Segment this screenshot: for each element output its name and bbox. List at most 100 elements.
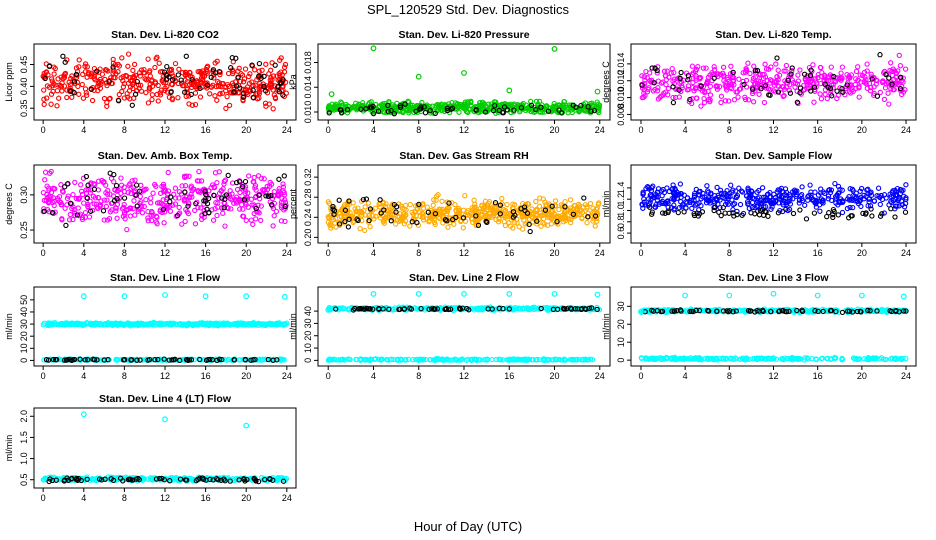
data-point bbox=[670, 84, 676, 90]
data-point bbox=[233, 83, 240, 89]
data-point bbox=[796, 200, 802, 206]
data-point bbox=[727, 71, 734, 77]
outlier-point bbox=[243, 293, 250, 300]
data-point bbox=[681, 209, 687, 215]
data-point bbox=[368, 104, 375, 111]
data-point bbox=[756, 91, 762, 97]
data-point bbox=[160, 206, 167, 213]
data-point bbox=[214, 58, 220, 64]
data-point bbox=[261, 83, 267, 90]
data-point bbox=[402, 101, 408, 107]
data-point bbox=[393, 221, 399, 227]
data-point bbox=[78, 188, 85, 194]
data-point bbox=[789, 68, 795, 74]
data-point bbox=[499, 195, 505, 202]
x-tick-label: 8 bbox=[416, 371, 421, 381]
data-point bbox=[807, 72, 814, 79]
data-point bbox=[271, 213, 277, 219]
data-point bbox=[260, 187, 266, 193]
data-point bbox=[824, 77, 830, 83]
data-point bbox=[767, 77, 774, 83]
data-point bbox=[754, 67, 761, 74]
data-point bbox=[363, 106, 369, 112]
data-point bbox=[810, 62, 816, 68]
x-tick-label: 8 bbox=[416, 125, 421, 135]
data-point bbox=[49, 78, 55, 84]
data-point bbox=[55, 195, 61, 201]
data-point bbox=[113, 182, 120, 189]
data-point bbox=[237, 206, 243, 212]
data-point bbox=[76, 57, 82, 63]
data-point bbox=[123, 207, 130, 214]
data-point bbox=[214, 212, 220, 219]
data-point bbox=[170, 202, 176, 208]
data-point bbox=[270, 106, 276, 112]
y-tick-label: 40 bbox=[303, 306, 313, 316]
data-point bbox=[709, 70, 715, 76]
outlier-point bbox=[415, 73, 422, 80]
panel-title: Stan. Dev. Li-820 CO2 bbox=[111, 29, 219, 41]
data-point bbox=[492, 102, 498, 109]
data-point bbox=[465, 109, 471, 116]
data-point bbox=[572, 107, 578, 113]
plot-frame bbox=[630, 286, 917, 367]
data-point bbox=[123, 72, 129, 79]
data-point bbox=[684, 87, 691, 93]
data-point bbox=[225, 70, 232, 77]
y-tick-label: 0.45 bbox=[19, 56, 29, 74]
data-point bbox=[169, 77, 176, 83]
data-point bbox=[52, 209, 58, 215]
data-point bbox=[219, 84, 225, 90]
data-point bbox=[559, 110, 565, 116]
data-point bbox=[385, 102, 391, 109]
data-point bbox=[73, 71, 80, 78]
data-point bbox=[95, 178, 102, 184]
data-point bbox=[773, 61, 779, 67]
data-point bbox=[240, 182, 246, 188]
x-tick-label: 20 bbox=[550, 371, 560, 381]
x-tick-label: 12 bbox=[160, 371, 170, 381]
data-point bbox=[133, 192, 139, 198]
data-point bbox=[111, 179, 117, 185]
data-point bbox=[70, 216, 76, 223]
data-point bbox=[767, 92, 773, 98]
data-point bbox=[864, 61, 870, 67]
data-point bbox=[178, 80, 185, 86]
data-point bbox=[504, 107, 510, 113]
x-tick-label: 24 bbox=[282, 248, 292, 258]
data-point bbox=[473, 107, 479, 113]
data-point bbox=[125, 51, 132, 57]
data-point bbox=[116, 91, 122, 98]
data-point bbox=[91, 65, 98, 72]
data-point bbox=[216, 68, 223, 75]
data-point bbox=[115, 98, 122, 104]
data-point bbox=[264, 183, 270, 190]
data-point bbox=[152, 64, 158, 71]
data-point bbox=[69, 94, 75, 100]
data-point bbox=[421, 104, 427, 110]
data-point bbox=[580, 101, 587, 107]
data-point bbox=[515, 105, 522, 111]
data-point bbox=[209, 207, 215, 213]
data-point bbox=[73, 195, 79, 202]
data-point bbox=[152, 80, 159, 86]
data-point bbox=[512, 219, 518, 226]
panel-title: Stan. Dev. Line 2 Flow bbox=[409, 272, 520, 284]
data-point bbox=[658, 80, 665, 86]
data-point bbox=[750, 75, 757, 82]
data-point bbox=[460, 207, 467, 213]
data-point bbox=[91, 186, 98, 192]
data-point bbox=[752, 68, 758, 74]
x-tick-label: 24 bbox=[595, 125, 605, 135]
data-point bbox=[217, 71, 223, 78]
data-point bbox=[214, 179, 220, 186]
data-point bbox=[528, 102, 535, 108]
data-point bbox=[267, 77, 273, 83]
data-point bbox=[183, 173, 190, 179]
y-tick-label: 0.018 bbox=[303, 51, 313, 74]
x-tick-label: 0 bbox=[638, 371, 643, 381]
y-tick-label: 40 bbox=[19, 307, 29, 317]
data-point bbox=[431, 219, 438, 226]
data-point bbox=[762, 61, 768, 67]
